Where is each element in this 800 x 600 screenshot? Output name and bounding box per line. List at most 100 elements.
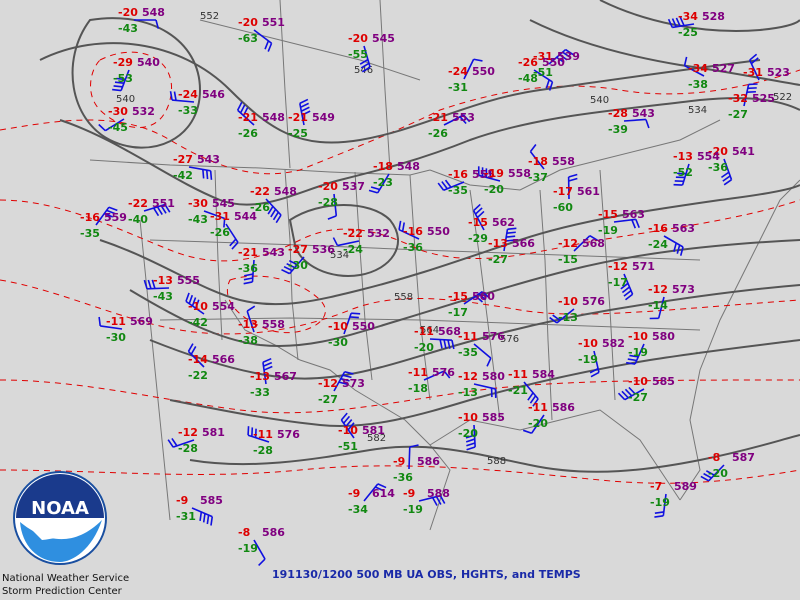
station-height: 541: [732, 145, 755, 158]
wind-barb: [281, 256, 305, 275]
station-dewpoint: -25: [678, 26, 698, 39]
contour-label: 552: [200, 11, 219, 22]
station-plot: -27 543 -42: [173, 153, 220, 182]
station-height: 614: [372, 487, 395, 500]
station-dewpoint: -42: [173, 169, 193, 182]
wind-barb: [617, 386, 645, 401]
contour-label: 534: [330, 250, 349, 261]
station-temperature: -22: [343, 227, 363, 240]
wind-barb: [613, 218, 640, 229]
wind-barb: [620, 273, 634, 301]
station-plot: -10 580 -19: [628, 330, 675, 359]
station-temperature: -16: [648, 222, 668, 235]
station-plot: -12 568 -15: [558, 237, 605, 266]
station-height: 555: [177, 274, 200, 287]
station-plot: -19 558 -20: [484, 167, 531, 196]
station-plot: -15 562 -29: [468, 216, 515, 245]
station-temperature: -26: [518, 56, 538, 69]
station-plot: -34 528 -25: [678, 10, 725, 39]
station-plot: -15 560 -17: [448, 290, 495, 319]
station-plot: -22 548 -26: [250, 185, 297, 214]
canada-line-3: [279, 0, 291, 169]
wind-barb: [143, 279, 170, 290]
wind-barb: [187, 343, 205, 368]
station-plot: -20 545 -55: [348, 32, 395, 61]
station-plot: -13 555 -43: [153, 274, 200, 303]
station-dewpoint: -52: [673, 166, 693, 179]
station-plot: -24 550 -31: [448, 65, 495, 94]
station-dewpoint: -24: [343, 243, 363, 256]
station-temperature: -29: [113, 56, 133, 69]
station-plot: -11 584 -21: [508, 368, 555, 397]
station-temperature: -11: [508, 368, 528, 381]
station-plot: -15 563 -19: [598, 208, 645, 237]
station-temperature: -13: [153, 274, 173, 287]
canada-line-2: [379, 0, 391, 171]
station-temperature: -11: [414, 325, 434, 338]
station-height: 543: [197, 153, 220, 166]
wind-barb: [720, 158, 733, 186]
station-temperature: -32: [728, 92, 748, 105]
station-height: 576: [482, 330, 505, 343]
station-plot: -31 523: [743, 66, 790, 79]
station-height: 560: [472, 290, 495, 303]
station-temperature: -20: [348, 32, 368, 45]
station-plot: -9 585 -31: [176, 494, 223, 523]
station-temperature: -28: [608, 107, 628, 120]
wind-barb: [748, 53, 760, 81]
station-dewpoint: -19: [403, 503, 423, 516]
station-plot: -10 581 -51: [338, 424, 385, 453]
station-height: 554: [212, 300, 235, 313]
station-height: 532: [132, 105, 155, 118]
height-contour: [169, 339, 800, 427]
station-height: 571: [632, 260, 655, 273]
station-plot: -20 551 -63: [238, 16, 285, 45]
station-temperature: -21: [428, 111, 448, 124]
isotherm-line: [90, 51, 172, 128]
station-height: 566: [212, 353, 235, 366]
station-plot: -31 544 -26: [210, 210, 257, 239]
wind-barb: [654, 493, 667, 518]
station-temperature: -10: [458, 411, 478, 424]
station-height: 558: [508, 167, 531, 180]
station-dewpoint: -28: [253, 444, 273, 457]
wind-barb: [247, 426, 270, 443]
great-lakes-border: [429, 119, 721, 191]
station-dewpoint: -28: [178, 442, 198, 455]
wind-barb: [567, 173, 578, 200]
station-temperature: -21: [238, 111, 258, 124]
station-plot: -11 576 -28: [253, 428, 300, 457]
station-dewpoint: -40: [128, 213, 148, 226]
contour-label: 576: [500, 334, 519, 345]
station-plot: -20 541 -36: [708, 145, 755, 174]
wind-barb: [437, 179, 465, 191]
station-height: 586: [417, 455, 440, 468]
map-title: 191130/1200 500 MB UA OBS, HGHTS, and TE…: [272, 568, 581, 581]
station-temperature: -12: [318, 377, 338, 390]
station-plot: -13 554 -52: [673, 150, 720, 179]
station-height: 545: [372, 32, 395, 45]
station-temperature: -8: [238, 526, 250, 539]
wind-barb: [188, 166, 213, 180]
station-temperature: -22: [250, 185, 270, 198]
station-plot: -20 548 -43: [118, 6, 165, 35]
contour-label: 558: [394, 292, 413, 303]
wind-barb: [368, 173, 390, 194]
wind-barb: [169, 91, 195, 103]
station-plot: -13 558 -38: [238, 318, 285, 347]
station-temperature: -9: [403, 487, 415, 500]
station-height: 543: [632, 107, 655, 120]
state-line-7: [599, 169, 616, 401]
wind-barb: [246, 305, 256, 333]
station-height: 550: [427, 225, 450, 238]
contour-label: 540: [116, 94, 135, 105]
station-height: 525: [752, 92, 775, 105]
height-contours: [39, 0, 800, 473]
station-temperature: -10: [628, 375, 648, 388]
organization-line-1: National Weather Service: [2, 573, 130, 584]
wind-barb: [683, 56, 705, 77]
wind-barb: [225, 223, 239, 250]
wind-barb: [265, 198, 282, 224]
station-dewpoint: -17: [608, 276, 628, 289]
station-plot: -9 588 -19: [403, 487, 450, 516]
